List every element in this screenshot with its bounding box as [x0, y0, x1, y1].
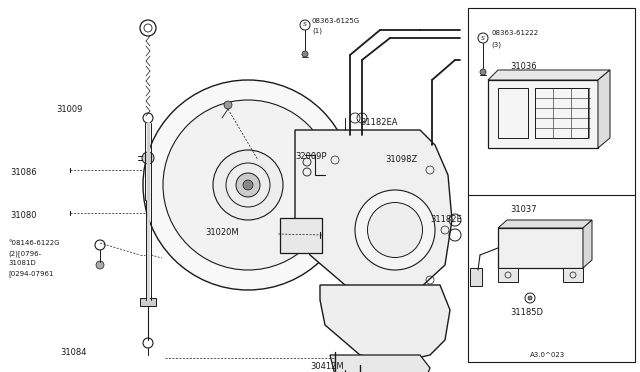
Circle shape	[163, 100, 333, 270]
Bar	[470, 268, 482, 286]
Text: 31185D: 31185D	[510, 308, 543, 317]
Text: 31037: 31037	[510, 205, 536, 214]
Bar	[498, 268, 518, 282]
Bar	[280, 218, 322, 253]
Circle shape	[243, 180, 253, 190]
Text: 31009: 31009	[56, 105, 83, 114]
Text: [0294-07961: [0294-07961	[8, 270, 54, 277]
Circle shape	[96, 261, 104, 269]
Text: 31080: 31080	[10, 211, 36, 220]
Text: A3.0^023: A3.0^023	[530, 352, 565, 358]
Text: 08363-61222: 08363-61222	[491, 30, 538, 36]
Circle shape	[302, 51, 308, 57]
Polygon shape	[498, 220, 592, 228]
Text: 31098Z: 31098Z	[385, 155, 417, 164]
Circle shape	[143, 80, 353, 290]
Text: 31036: 31036	[510, 62, 536, 71]
Text: 31086: 31086	[10, 168, 36, 177]
Text: (1): (1)	[312, 28, 322, 35]
Polygon shape	[583, 220, 592, 268]
Circle shape	[528, 296, 532, 300]
Bar	[535, 88, 588, 138]
Circle shape	[224, 101, 232, 109]
Polygon shape	[488, 70, 610, 80]
Text: 08363-6125G: 08363-6125G	[312, 18, 360, 24]
Text: 31084: 31084	[60, 348, 86, 357]
Text: °08146-6122G: °08146-6122G	[8, 240, 60, 246]
Text: S: S	[303, 22, 307, 28]
Circle shape	[236, 173, 260, 197]
Circle shape	[142, 152, 154, 164]
Bar	[563, 268, 583, 282]
Polygon shape	[598, 70, 610, 148]
Bar	[498, 228, 583, 268]
Ellipse shape	[367, 202, 422, 257]
Text: (3): (3)	[491, 41, 501, 48]
Bar	[488, 80, 598, 148]
Bar	[140, 298, 156, 306]
Polygon shape	[330, 355, 430, 372]
Polygon shape	[295, 130, 452, 298]
Circle shape	[213, 150, 283, 220]
Polygon shape	[320, 285, 450, 362]
Text: (2)[0796-: (2)[0796-	[8, 250, 41, 257]
Text: 31182EA: 31182EA	[360, 118, 397, 127]
Text: 30412M: 30412M	[310, 362, 344, 371]
Text: 31081D: 31081D	[8, 260, 36, 266]
Circle shape	[480, 69, 486, 75]
Text: 32009P: 32009P	[295, 152, 326, 161]
Text: 31182E: 31182E	[430, 215, 461, 224]
Text: 31020M: 31020M	[205, 228, 239, 237]
Ellipse shape	[355, 190, 435, 270]
Bar	[498, 88, 528, 138]
Text: S: S	[481, 35, 485, 41]
